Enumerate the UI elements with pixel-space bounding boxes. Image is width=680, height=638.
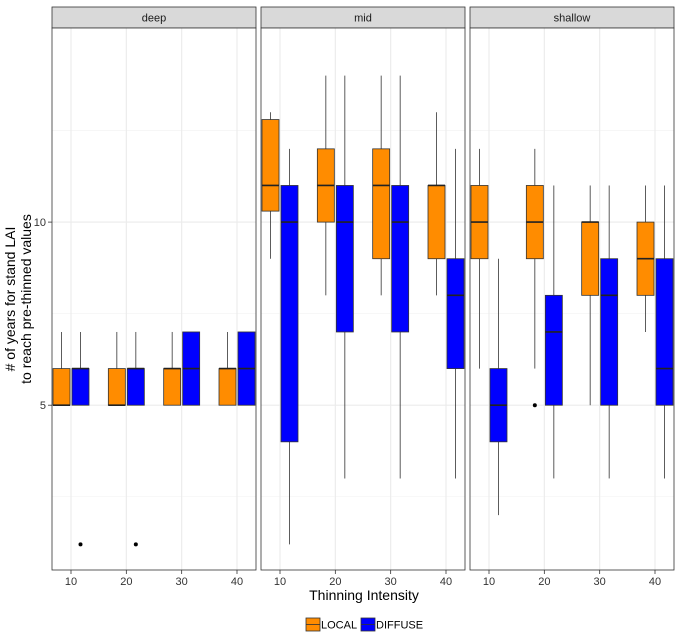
facet-panels: deep 10 20 30 40 mid 10 20 30 40 shallow 10 20 30 40 5 1… bbox=[34, 6, 675, 588]
box-shallow-diffuse-30 bbox=[600, 185, 619, 479]
outlier-point bbox=[78, 542, 83, 547]
box-body bbox=[655, 258, 674, 406]
box-body bbox=[280, 185, 299, 443]
facet-panel-shallow: shallow 10 20 30 40 bbox=[469, 6, 675, 588]
box-deep-local-10 bbox=[52, 331, 71, 407]
outlier-point bbox=[532, 403, 537, 408]
box-body bbox=[71, 368, 90, 406]
panel-background-deep bbox=[52, 28, 256, 570]
box-body bbox=[163, 368, 182, 406]
x-tick-label: 20 bbox=[329, 576, 341, 588]
facet-strip-label-shallow: shallow bbox=[554, 13, 591, 25]
facet-strip-label-mid: mid bbox=[354, 13, 372, 25]
box-body bbox=[446, 258, 465, 369]
panel-border-deep bbox=[51, 27, 257, 571]
facet-panel-deep: deep 10 20 30 40 bbox=[51, 6, 257, 588]
box-body bbox=[427, 185, 446, 260]
box-body bbox=[544, 294, 563, 406]
box-body bbox=[335, 185, 354, 333]
panel-border-shallow bbox=[469, 27, 675, 571]
legend-label-local: LOCAL bbox=[321, 620, 357, 632]
box-body bbox=[107, 368, 126, 406]
y-axis-title-line-1: # of years for stand LAI bbox=[2, 227, 18, 372]
legend-label-diffuse: DIFFUSE bbox=[376, 620, 423, 632]
box-body bbox=[261, 119, 280, 212]
facet-panel-mid: mid 10 20 30 40 bbox=[260, 6, 466, 588]
box-body bbox=[600, 258, 619, 406]
x-tick-label: 30 bbox=[176, 576, 188, 588]
x-tick-label: 40 bbox=[440, 576, 452, 588]
box-shallow-local-40 bbox=[636, 185, 655, 332]
box-shallow-local-20 bbox=[525, 148, 544, 408]
x-tick-label: 10 bbox=[483, 576, 495, 588]
facet-strip-label-deep: deep bbox=[142, 13, 166, 25]
box-deep-local-30 bbox=[163, 331, 182, 406]
box-mid-diffuse-30 bbox=[391, 75, 410, 479]
x-tick-label: 30 bbox=[594, 576, 606, 588]
panel-background-shallow bbox=[470, 28, 674, 570]
box-body bbox=[581, 221, 600, 296]
box-mid-diffuse-10 bbox=[280, 148, 299, 545]
box-deep-diffuse-20 bbox=[126, 331, 145, 547]
box-deep-local-20 bbox=[107, 331, 126, 407]
box-body bbox=[372, 148, 391, 260]
x-tick-label: 10 bbox=[65, 576, 77, 588]
y-axis-title: # of years for stand LAI to reach pre-th… bbox=[2, 214, 34, 384]
box-shallow-diffuse-40 bbox=[655, 185, 674, 479]
legend: LOCAL DIFFUSE bbox=[305, 617, 423, 632]
box-deep-diffuse-10 bbox=[71, 331, 90, 547]
box-body bbox=[126, 368, 145, 406]
x-tick-label: 30 bbox=[385, 576, 397, 588]
box-mid-local-30 bbox=[372, 75, 391, 296]
y-tick-label: 5 bbox=[40, 400, 46, 412]
outlier-point bbox=[133, 542, 138, 547]
box-shallow-local-30 bbox=[581, 185, 600, 406]
x-tick-label: 10 bbox=[274, 576, 286, 588]
box-deep-diffuse-40 bbox=[237, 331, 256, 406]
box-body bbox=[391, 185, 410, 333]
y-axis-title-line-2: to reach pre-thinned values bbox=[18, 214, 34, 384]
box-mid-diffuse-20 bbox=[335, 75, 354, 479]
box-mid-local-20 bbox=[316, 75, 335, 296]
box-shallow-diffuse-20 bbox=[544, 185, 563, 479]
box-deep-diffuse-30 bbox=[182, 331, 201, 406]
box-deep-local-40 bbox=[218, 331, 237, 406]
box-shallow-local-10 bbox=[470, 148, 489, 369]
box-mid-diffuse-40 bbox=[446, 148, 465, 479]
x-axis-title: Thinning Intensity bbox=[309, 587, 419, 603]
box-body bbox=[52, 368, 71, 406]
box-shallow-diffuse-10 bbox=[489, 258, 508, 516]
x-tick-label: 20 bbox=[538, 576, 550, 588]
y-tick-label: 10 bbox=[34, 217, 46, 229]
panel-border-mid bbox=[260, 27, 466, 571]
box-mid-local-40 bbox=[427, 112, 446, 296]
x-tick-label: 20 bbox=[120, 576, 132, 588]
box-body bbox=[218, 368, 237, 406]
x-tick-label: 40 bbox=[231, 576, 243, 588]
box-mid-local-10 bbox=[261, 112, 280, 259]
x-tick-label: 40 bbox=[649, 576, 661, 588]
